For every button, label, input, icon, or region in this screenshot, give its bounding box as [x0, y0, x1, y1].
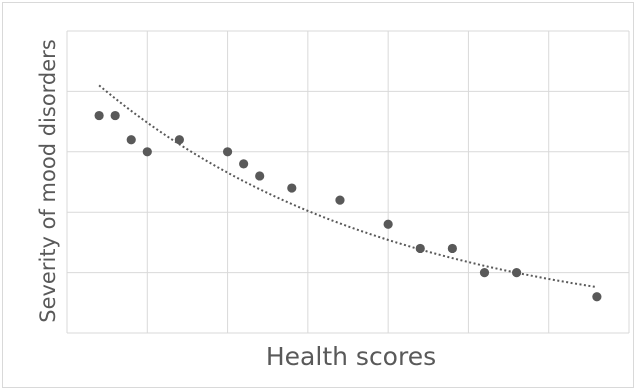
x-axis-title: Health scores — [266, 342, 436, 371]
data-point — [287, 183, 297, 193]
y-axis-title: Severity of mood disorders — [36, 39, 60, 323]
chart-frame: Health scores Severity of mood disorders — [2, 2, 634, 388]
data-point — [383, 219, 393, 229]
data-point — [415, 243, 425, 254]
data-point — [511, 268, 522, 278]
data-point — [222, 147, 233, 157]
data-point — [335, 195, 345, 205]
trendline — [98, 84, 598, 289]
data-point — [94, 110, 104, 121]
data-point — [447, 243, 457, 254]
trendline-layer — [98, 84, 598, 289]
data-point — [126, 135, 136, 145]
data-point — [479, 268, 490, 278]
data-point — [174, 135, 184, 145]
gridlines — [66, 30, 630, 334]
data-points — [94, 110, 602, 302]
data-point — [142, 147, 152, 157]
data-point — [110, 110, 120, 121]
scatter-chart: Health scores Severity of mood disorders — [36, 30, 630, 371]
data-point — [592, 292, 602, 302]
data-point — [239, 159, 249, 169]
data-point — [255, 171, 265, 181]
